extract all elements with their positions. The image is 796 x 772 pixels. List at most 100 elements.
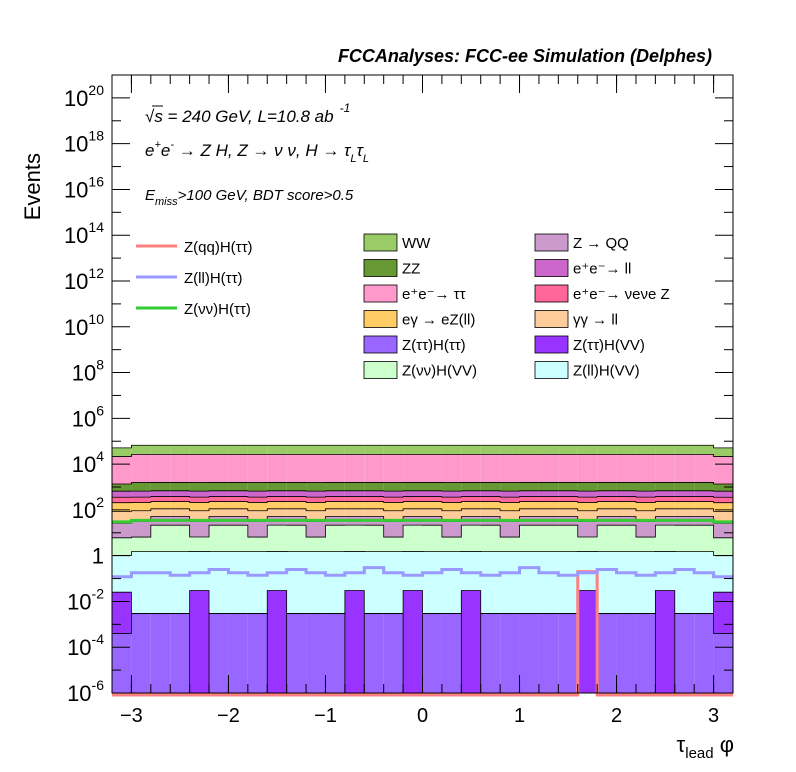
bar-0-29 — [674, 613, 695, 693]
stack-9 — [112, 482, 733, 492]
bar-8-17 — [441, 491, 462, 498]
bar-0-10 — [306, 613, 326, 693]
bar-5-6 — [228, 508, 248, 517]
bar-0-20 — [500, 613, 520, 693]
bar-3-2 — [150, 525, 171, 552]
legend-stack-swatch — [534, 284, 569, 303]
bar-8-19 — [480, 490, 501, 497]
bar-2-2 — [150, 551, 171, 614]
bar-2-17 — [441, 551, 462, 614]
bar-8-9 — [286, 490, 307, 497]
bar-11-21 — [519, 445, 539, 455]
bar-1-31 — [713, 592, 733, 634]
bar-6-12 — [344, 501, 365, 509]
bar-11-4 — [189, 445, 210, 455]
bar-8-13 — [364, 490, 384, 497]
y-tick-label: 104 — [72, 448, 104, 477]
bar-9-30 — [694, 482, 714, 491]
bar-5-9 — [286, 508, 307, 517]
bar-2-28 — [655, 551, 675, 591]
bar-4-0 — [112, 523, 132, 538]
bar-2-12 — [344, 551, 365, 591]
bar-10-25 — [597, 454, 617, 483]
bar-11-22 — [538, 445, 559, 455]
bar-7-15 — [403, 496, 423, 502]
bar-9-15 — [403, 482, 423, 491]
bar-8-15 — [403, 490, 423, 497]
bar-10-5 — [209, 454, 229, 483]
bar-4-24 — [577, 521, 598, 538]
bar-10-11 — [325, 454, 345, 483]
bar-6-31 — [713, 502, 733, 512]
bar-2-6 — [228, 551, 248, 614]
bar-6-26 — [616, 501, 636, 509]
bar-8-24 — [577, 491, 598, 498]
bar-2-7 — [247, 551, 268, 614]
bar-10-24 — [577, 454, 598, 483]
bar-7-26 — [616, 496, 636, 502]
bar-6-28 — [655, 501, 675, 509]
bar-9-27 — [635, 482, 656, 492]
bar-5-18 — [461, 508, 481, 517]
bar-3-9 — [286, 525, 307, 552]
bar-7-10 — [306, 497, 326, 503]
bar-11-5 — [209, 445, 229, 455]
bar-5-28 — [655, 508, 675, 517]
bar-11-11 — [325, 445, 345, 455]
bar-5-12 — [344, 508, 365, 517]
stacked-histogram — [112, 444, 733, 694]
bar-10-4 — [189, 454, 210, 483]
bar-7-19 — [480, 496, 501, 502]
bar-11-6 — [228, 445, 248, 455]
bar-11-17 — [441, 445, 462, 455]
bar-8-4 — [189, 491, 210, 498]
bar-2-3 — [170, 551, 190, 614]
bar-2-27 — [635, 551, 656, 614]
bar-3-19 — [480, 525, 501, 552]
bar-8-28 — [655, 490, 675, 497]
bar-5-15 — [403, 508, 423, 517]
bar-8-25 — [597, 490, 617, 497]
bar-3-20 — [500, 537, 520, 552]
bar-11-8 — [267, 445, 287, 455]
legend-stack-label: eγ → eZ(ll) — [402, 312, 475, 329]
y-tick-label: 1010 — [64, 311, 104, 340]
bar-9-14 — [383, 482, 404, 492]
bar-0-21 — [519, 613, 539, 693]
bar-0-3 — [170, 613, 190, 693]
bar-8-0 — [112, 491, 132, 498]
stack-3 — [112, 525, 733, 556]
bar-7-12 — [344, 496, 365, 502]
bar-10-21 — [519, 454, 539, 483]
bar-0-0 — [112, 633, 132, 693]
bar-2-4 — [189, 551, 210, 591]
bar-3-14 — [383, 537, 404, 552]
bar-11-29 — [674, 445, 695, 455]
bar-9-29 — [674, 482, 695, 491]
bar-10-14 — [383, 454, 404, 483]
bar-9-4 — [189, 482, 210, 492]
bar-5-24 — [577, 510, 598, 522]
bar-7-11 — [325, 496, 345, 502]
bar-3-4 — [189, 537, 210, 552]
bar-7-5 — [209, 496, 229, 502]
bar-2-22 — [538, 551, 559, 614]
bar-8-16 — [422, 490, 442, 497]
chart-title: FCCAnalyses: FCC-ee Simulation (Delphes) — [338, 46, 712, 66]
bar-5-10 — [306, 510, 326, 522]
bar-2-23 — [558, 551, 578, 614]
x-tick-label: −2 — [217, 705, 240, 727]
bar-5-7 — [247, 510, 268, 522]
legend-stack-label: e⁺e⁻→ ττ — [402, 286, 466, 303]
bar-5-17 — [441, 510, 462, 522]
bar-8-26 — [616, 490, 636, 497]
bar-4-31 — [713, 523, 733, 538]
bar-9-24 — [577, 482, 598, 492]
bar-1-0 — [112, 592, 132, 634]
bar-9-11 — [325, 482, 345, 491]
bar-11-1 — [131, 445, 151, 455]
bar-0-9 — [286, 613, 307, 693]
bar-8-27 — [635, 491, 656, 498]
bar-6-21 — [519, 501, 539, 509]
bar-2-26 — [616, 551, 636, 614]
